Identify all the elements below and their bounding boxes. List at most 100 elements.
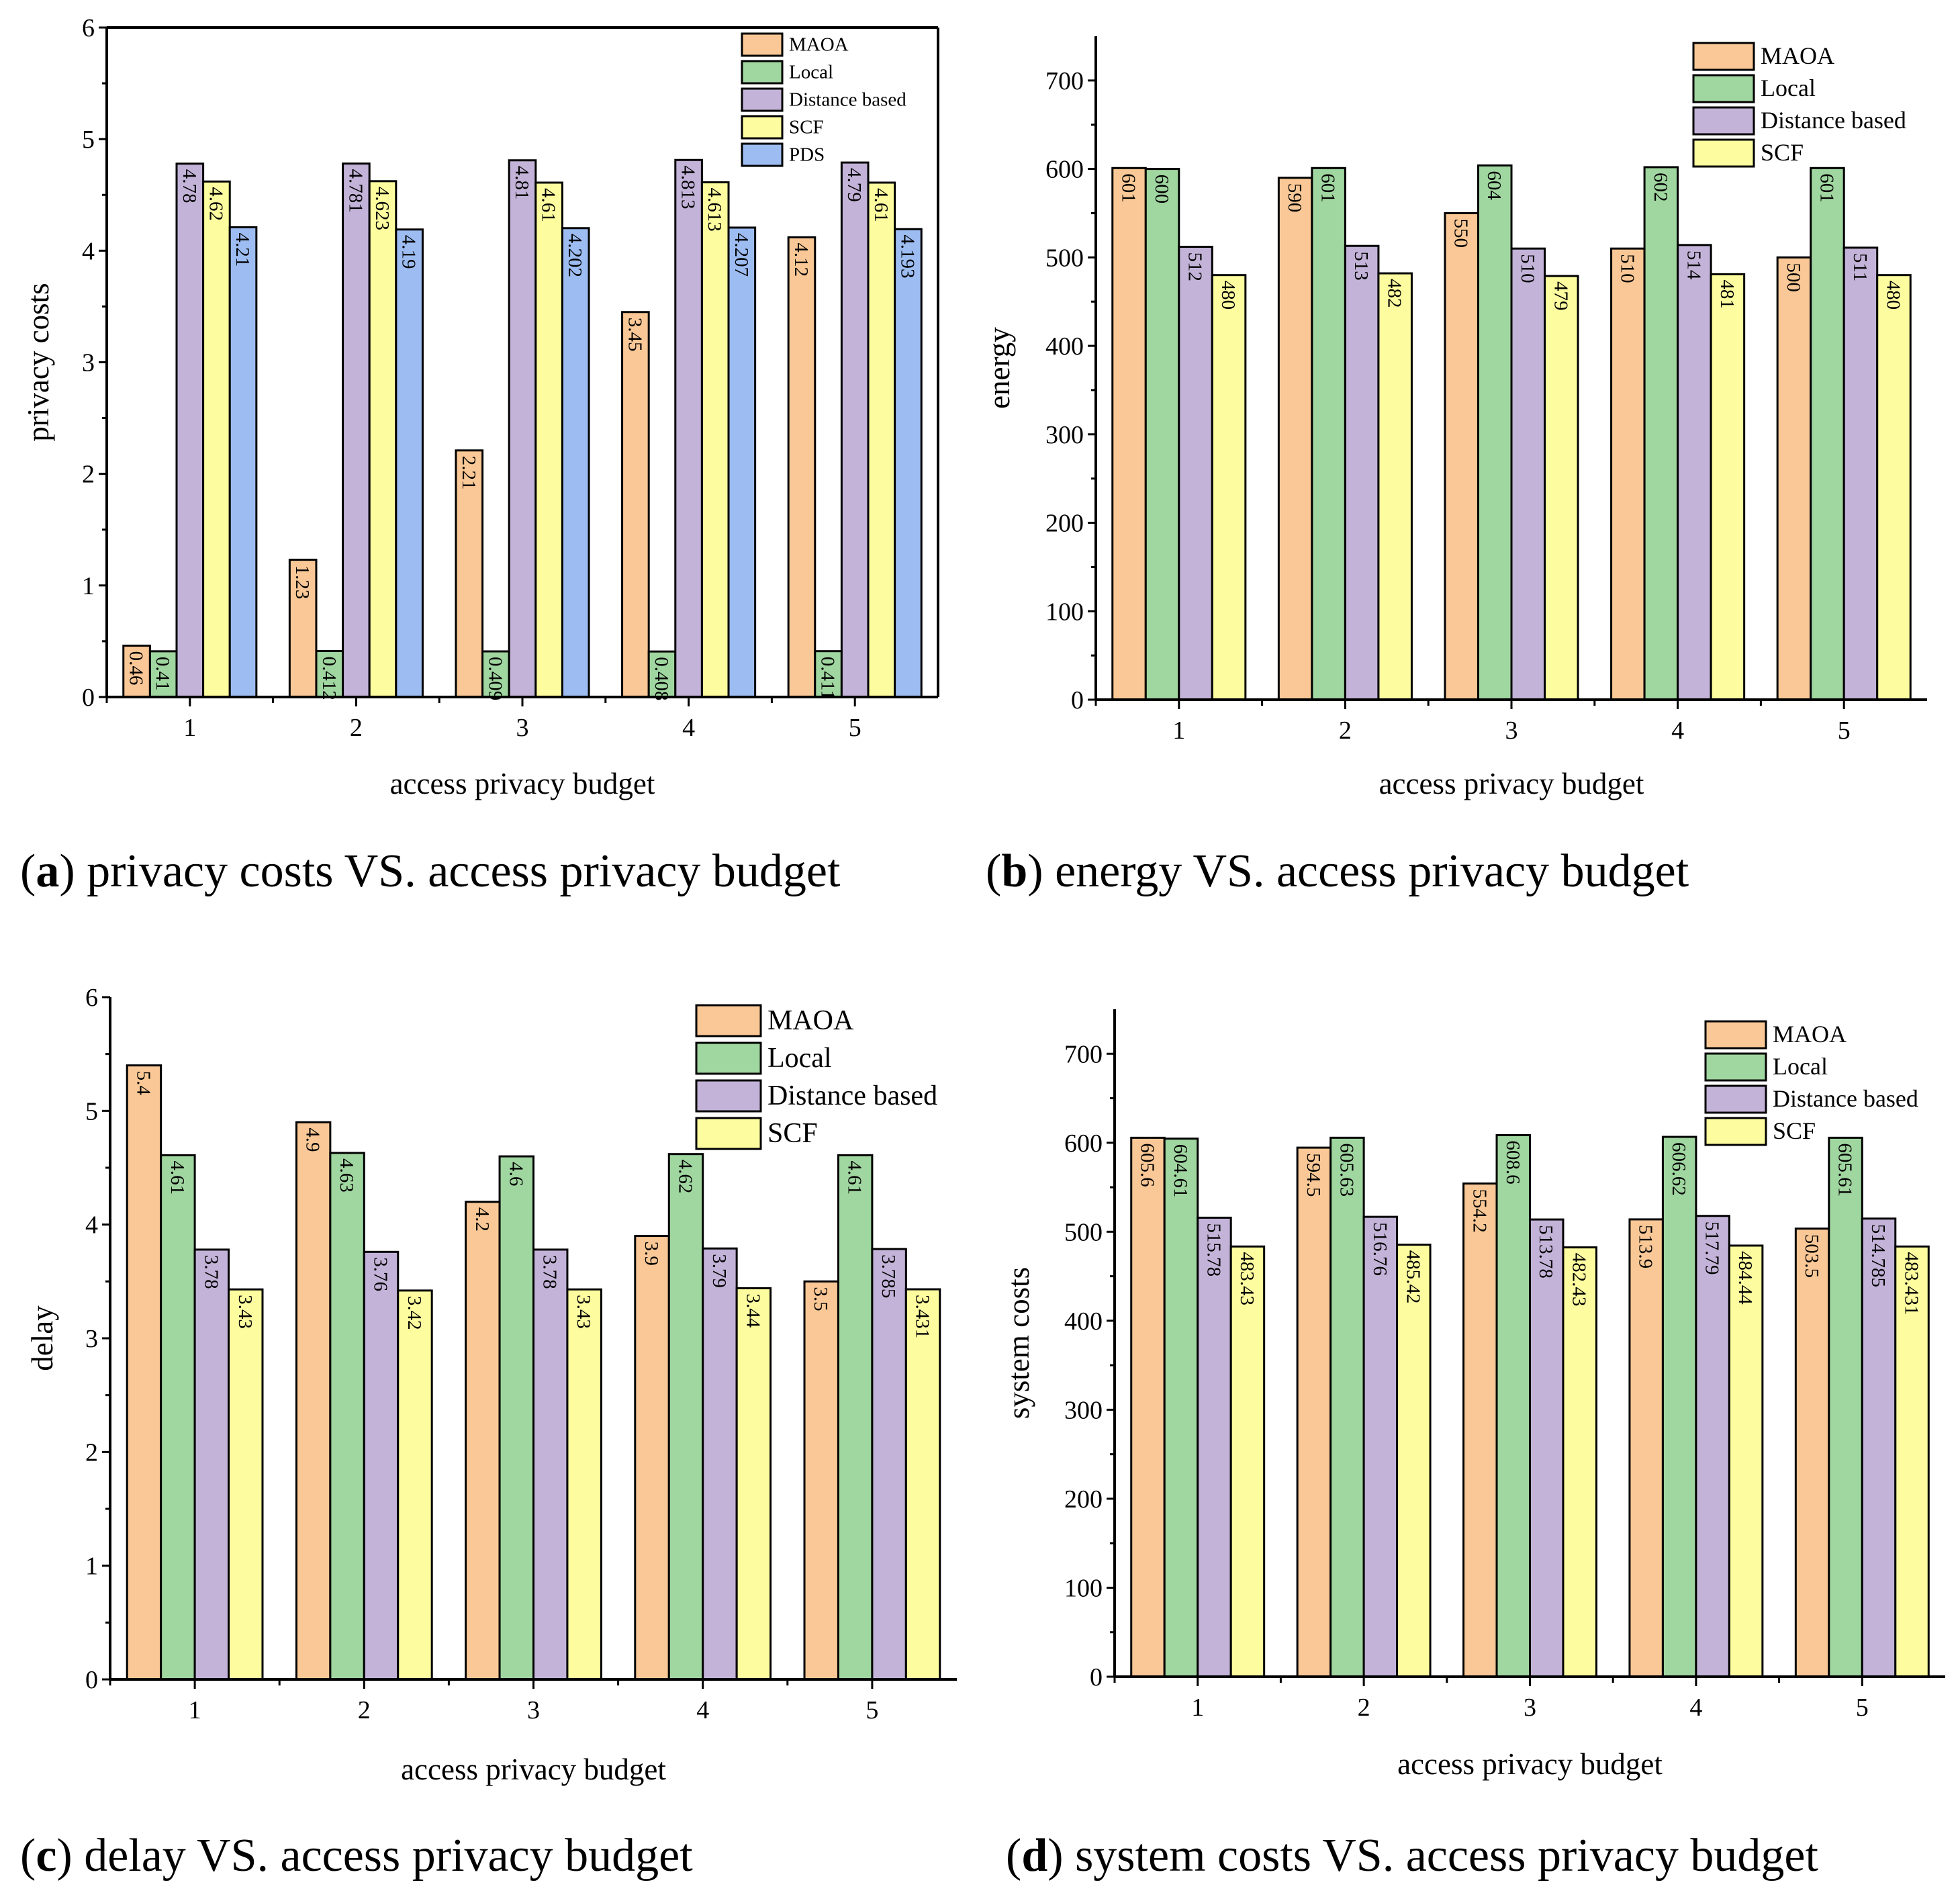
data-label: 4.78 — [179, 169, 200, 203]
bar-maoa-4 — [634, 1235, 670, 1681]
bar-scf-1 — [1229, 1245, 1266, 1678]
data-label: 606.62 — [1668, 1142, 1689, 1196]
data-label: 3.45 — [624, 318, 645, 352]
caption-label: d — [1021, 1830, 1047, 1882]
caption-paren: ) — [1047, 1830, 1075, 1882]
data-label: 480 — [1217, 281, 1239, 310]
legend-swatch — [1704, 1117, 1767, 1146]
bar-maoa-5 — [1794, 1227, 1830, 1678]
bar-distance-based-1 — [193, 1248, 230, 1681]
x-tick-label: 4 — [682, 714, 695, 742]
legend: MAOA Local Distance based SCF — [1704, 1020, 1918, 1146]
y-tick-label: 200 — [1064, 1485, 1103, 1514]
data-label: 2.21 — [458, 456, 479, 490]
data-label: 4.207 — [731, 233, 752, 277]
bar-scf-5 — [867, 181, 896, 698]
y-tick-label: 1 — [85, 1552, 98, 1581]
bar-scf-3 — [566, 1288, 602, 1681]
data-label: 605.63 — [1336, 1143, 1357, 1197]
data-label: 510 — [1517, 254, 1538, 283]
caption-paren: ( — [986, 845, 1001, 897]
data-label: 601 — [1317, 173, 1339, 203]
data-label: 4.61 — [167, 1160, 188, 1195]
data-label: 4.19 — [398, 235, 420, 269]
legend-swatch — [695, 1004, 762, 1037]
chart-panel-c: 5.4 4.9 4.2 3.9 3.5 4.61 4.63 4.6 4.62 4.61 3.78 3.… — [20, 984, 957, 1882]
data-label: 3.9 — [641, 1242, 662, 1266]
data-label: 3.42 — [404, 1296, 425, 1330]
x-tick-label: 5 — [866, 1696, 878, 1724]
bar-scf-2 — [1396, 1244, 1432, 1678]
bar-distance-based-2 — [363, 1250, 400, 1681]
legend-label: PDS — [789, 144, 825, 166]
data-label: 550 — [1450, 218, 1472, 248]
bar-maoa-5 — [803, 1280, 839, 1681]
bar-pds-3 — [561, 227, 590, 698]
bar-scf-4 — [1710, 273, 1746, 701]
y-tick-label: 500 — [1064, 1218, 1103, 1246]
bar-scf-4 — [735, 1287, 772, 1681]
caption-text: delay VS. access privacy budget — [84, 1830, 693, 1882]
bar-local-3 — [1495, 1133, 1532, 1678]
data-label: 0.46 — [126, 651, 147, 686]
data-label: 0.409 — [484, 657, 506, 700]
y-tick-label: 0 — [1090, 1663, 1103, 1691]
data-label: 513.9 — [1635, 1225, 1656, 1268]
legend-swatch — [1692, 42, 1755, 71]
data-label: 515.78 — [1203, 1223, 1224, 1277]
caption-paren: ) — [1027, 845, 1055, 897]
data-label: 4.813 — [678, 165, 699, 209]
y-tick-label: 0 — [82, 684, 95, 712]
data-label: 482.43 — [1569, 1253, 1590, 1307]
caption-paren: ) — [56, 1830, 84, 1882]
bar-scf-2 — [397, 1289, 433, 1681]
bar-distance-based-1 — [1197, 1216, 1232, 1678]
data-label: 4.6 — [505, 1162, 526, 1186]
data-label: 4.62 — [674, 1160, 696, 1194]
caption-paren: ( — [1006, 1830, 1021, 1882]
y-tick-label: 700 — [1064, 1040, 1103, 1068]
data-label: 513 — [1350, 251, 1372, 281]
data-label: 590 — [1284, 183, 1305, 213]
y-tick-label: 400 — [1064, 1307, 1103, 1336]
caption: (b) energy VS. access privacy budget — [986, 845, 1689, 897]
bar-local-4 — [667, 1153, 704, 1681]
bar-pds-5 — [894, 228, 923, 698]
legend-label: Local — [1773, 1053, 1828, 1080]
bar-distance-based-3 — [1529, 1218, 1565, 1678]
y-tick-label: 600 — [1045, 156, 1084, 184]
x-tick-label: 2 — [1358, 1694, 1370, 1722]
bar-local-3 — [1477, 164, 1513, 701]
x-tick-label: 3 — [1524, 1694, 1536, 1722]
data-label: 3.78 — [200, 1255, 222, 1289]
y-tick-label: 6 — [82, 14, 95, 42]
data-label: 594.5 — [1303, 1153, 1324, 1197]
data-label: 3.78 — [539, 1255, 561, 1289]
bar-distance-based-5 — [1842, 246, 1879, 701]
data-label: 4.623 — [371, 187, 393, 230]
data-label: 482 — [1384, 279, 1405, 308]
legend-label: Distance based — [767, 1080, 937, 1111]
bar-local-2 — [329, 1152, 365, 1681]
y-axis-label: delay — [26, 1305, 59, 1371]
bar-distance-based-3 — [1510, 247, 1546, 701]
chart-panel-d: 605.6 594.5 554.2 513.9 503.5 604.61 605.63 608… — [1002, 1009, 1945, 1882]
bar-maoa-3 — [1462, 1183, 1498, 1678]
legend-label: Local — [789, 62, 833, 83]
y-tick-label: 0 — [85, 1666, 98, 1694]
data-label: 600 — [1151, 175, 1172, 204]
data-label: 510 — [1616, 254, 1638, 283]
data-label: 1.23 — [291, 565, 313, 600]
legend-label: Local — [767, 1043, 832, 1074]
data-label: 605.6 — [1136, 1143, 1158, 1187]
legend-swatch — [1704, 1084, 1767, 1114]
legend-swatch — [741, 32, 784, 57]
data-label: 4.9 — [302, 1127, 324, 1152]
bar-maoa-4 — [1628, 1218, 1664, 1678]
data-label: 4.61 — [538, 188, 559, 222]
x-axis-label: access privacy budget — [401, 1753, 666, 1786]
data-label: 503.5 — [1801, 1234, 1822, 1278]
y-tick-label: 5 — [85, 1097, 98, 1125]
y-axis-label: privacy costs — [21, 283, 55, 441]
